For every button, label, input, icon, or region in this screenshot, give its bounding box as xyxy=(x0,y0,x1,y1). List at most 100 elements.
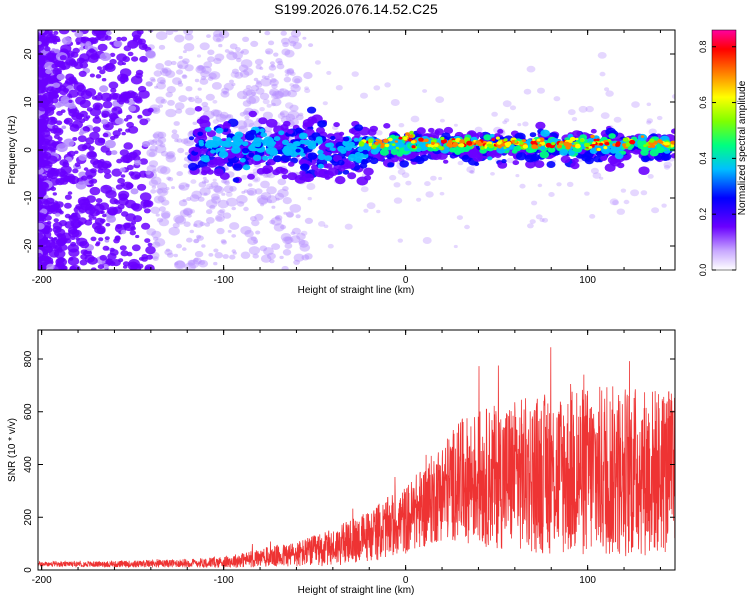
spectrogram-blob xyxy=(416,147,422,152)
spectrogram-blob xyxy=(212,185,223,193)
spectrogram-blob xyxy=(281,48,291,56)
spectrogram-blob xyxy=(599,142,604,146)
spectrogram-blob xyxy=(491,138,496,142)
spectrogram-blob xyxy=(194,78,200,83)
spectrogram-blob xyxy=(217,199,229,209)
spectrogram-blob xyxy=(360,186,369,193)
spectrogram-blob xyxy=(100,184,112,194)
spectrogram-blob xyxy=(572,144,576,148)
spectrogram-blob xyxy=(120,250,129,257)
spectrogram-blob xyxy=(205,139,216,148)
spectrogram-blob xyxy=(184,64,194,72)
spectrogram-blob xyxy=(589,148,598,154)
spectrogram-blob xyxy=(126,114,133,120)
spectrogram-blob xyxy=(93,30,105,36)
spectrogram-blob xyxy=(105,150,113,156)
spectrogram-blob xyxy=(647,174,654,179)
spectrogram-blob xyxy=(61,36,72,45)
spectrogram-blob xyxy=(663,161,672,168)
spectrogram-blob xyxy=(50,186,57,191)
spectrogram-blob xyxy=(307,116,318,124)
spectrogram-blob xyxy=(282,197,292,205)
spectrogram-blob xyxy=(104,124,110,128)
spectrogram-blob xyxy=(44,46,51,52)
spectrogram-blob xyxy=(244,115,250,120)
y-tick-label: 600 xyxy=(23,403,34,420)
spectrogram-blob xyxy=(231,249,237,253)
spectrogram-blob xyxy=(491,111,498,117)
spectrogram-blob xyxy=(146,228,157,236)
spectrogram-blob xyxy=(60,237,68,244)
spectrogram-blob xyxy=(273,52,279,57)
spectrogram-blob xyxy=(256,80,262,85)
spectrogram-blob xyxy=(260,254,272,263)
spectrogram-blob xyxy=(171,129,178,134)
spectrogram-blob xyxy=(243,119,254,128)
spectrogram-blob xyxy=(245,85,252,90)
spectrogram-blob xyxy=(87,256,98,265)
spectrogram-blob xyxy=(517,123,522,127)
spectrogram-blob xyxy=(252,253,259,259)
spectrogram-blob xyxy=(211,82,222,90)
spectrogram-blob xyxy=(293,253,305,262)
spectrogram-blob xyxy=(317,153,327,161)
spectrogram-blob xyxy=(152,138,158,143)
spectrogram-blob xyxy=(617,162,625,169)
spectrogram-blob xyxy=(267,155,273,160)
spectrogram-blob xyxy=(262,155,269,161)
snr-panel: -200 -100 0 100 0 200 400 600 800 Height of stra… xyxy=(7,329,676,596)
spectrogram-blob xyxy=(265,50,271,54)
spectrogram-blob xyxy=(308,140,317,147)
spectrogram-blob xyxy=(78,70,87,77)
y-tick-label: 10 xyxy=(23,96,34,108)
spectrogram-blob xyxy=(88,180,94,184)
spectrogram-blob xyxy=(184,33,194,41)
spectrogram-blob xyxy=(113,199,119,204)
spectrogram-blob xyxy=(470,170,475,174)
spectrogram-blob xyxy=(200,76,207,81)
spectrogram-blob xyxy=(83,167,89,171)
spectrogram-blob xyxy=(38,66,44,75)
spectrogram-blob xyxy=(46,52,58,61)
spectrogram-blob xyxy=(158,218,170,227)
spectrogram-blob xyxy=(515,174,520,178)
spectrogram-blob xyxy=(176,60,189,70)
spectrogram-blob xyxy=(193,146,201,153)
spectrogram-blob xyxy=(259,128,265,133)
spectrogram-blob xyxy=(120,36,128,42)
spectrogram-blob xyxy=(118,197,129,206)
spectrogram-blob xyxy=(324,155,333,162)
spectrogram-blob xyxy=(201,65,212,74)
spectrogram-blob xyxy=(224,180,231,186)
spectrogram-blob xyxy=(157,136,167,144)
spectrogram-blob xyxy=(443,126,454,135)
spectrogram-blob xyxy=(303,71,313,80)
spectrogram-blob xyxy=(138,257,144,261)
spectrogram-blob xyxy=(559,148,569,156)
spectrogram-blob xyxy=(56,110,63,116)
spectrogram-blob xyxy=(624,142,631,147)
spectrogram-blob xyxy=(271,93,279,100)
spectrogram-blob xyxy=(438,176,443,181)
spectrogram-blob xyxy=(189,194,200,202)
spectrogram-blob xyxy=(53,249,66,259)
spectrogram-blob xyxy=(260,180,270,189)
spectrogram-blob xyxy=(630,189,640,197)
spectrogram-blob xyxy=(274,91,285,99)
spectrogram-blob xyxy=(375,139,379,142)
spectrogram-blob xyxy=(52,226,62,233)
spectrogram-blob xyxy=(254,58,264,66)
spectrogram-blob xyxy=(640,149,649,156)
spectrogram-blob xyxy=(279,255,284,260)
spectrogram-blob xyxy=(325,142,332,148)
spectrogram-blob xyxy=(522,121,529,127)
spectrogram-blob xyxy=(255,82,263,88)
spectrogram-blob xyxy=(210,181,219,188)
spectrogram-blob xyxy=(422,237,432,244)
spectrogram-blob xyxy=(206,34,211,38)
snr-line-clip xyxy=(38,347,675,569)
spectrogram-blob xyxy=(99,85,109,93)
spectrogram-blob xyxy=(480,146,485,150)
spectrogram-blob xyxy=(531,144,538,150)
